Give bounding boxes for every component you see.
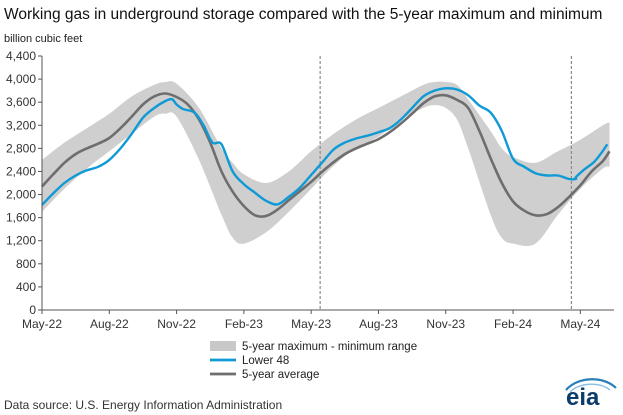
x-tick-label-Nov-23: Nov-23 [426,317,465,331]
x-tick-label-Feb-24: Feb-24 [494,317,532,331]
y-tick-label-4400: 4,400 [6,49,36,63]
y-tick-label-1600: 1,600 [6,211,36,225]
legend: 5-year maximum - minimum range Lower 48 5-… [210,341,417,381]
x-tick-label-Nov-22: Nov-22 [157,317,196,331]
y-tick-label-800: 800 [16,257,36,271]
series-line-lower-48 [41,87,609,206]
eia-logo-arc-icon [565,378,617,391]
y-axis-unit-label: billion cubic feet [4,33,83,45]
legend-label-0: 5-year maximum - minimum range [242,341,417,353]
y-tick-label-2800: 2,800 [6,141,36,155]
eia-logo-arc-inner-icon [569,383,611,393]
y-tick-label-400: 400 [16,280,36,294]
legend-label-2: 5-year average [242,369,319,381]
y-tick-label-1200: 1,200 [6,234,36,248]
y-tick-label-4000: 4,000 [6,72,36,86]
forecast-divider-layer [319,56,572,310]
y-tick-label-2000: 2,000 [6,188,36,202]
series-line-5-year-average [41,92,611,218]
data-source-note: Data source: U.S. Energy Information Adm… [4,398,283,412]
x-tick-label-Feb-23: Feb-23 [225,317,263,331]
chart-title: Working gas in underground storage compa… [4,6,603,23]
x-tick-label-Aug-23: Aug-23 [359,317,398,331]
series-layer [41,87,611,218]
x-tick-label-May-24: May-24 [560,317,600,331]
y-tick-label-2400: 2,400 [6,164,36,178]
eia-logo [565,378,617,393]
eia-logo-text: eia [566,384,600,411]
y-tick-label-3200: 3,200 [6,118,36,132]
x-tick-label-May-22: May-22 [22,317,62,331]
range-band-layer [42,81,610,246]
legend-swatch-band [210,341,236,351]
x-tick-label-May-23: May-23 [291,317,331,331]
y-tick-label-3600: 3,600 [6,95,36,109]
legend-label-1: Lower 48 [242,355,289,367]
range-band-area [42,81,610,246]
y-tick-label-0: 0 [29,303,36,317]
x-tick-label-Aug-22: Aug-22 [90,317,129,331]
axes: 0 400 800 1,200 1,600 2,000 2,400 2,800 3,200 3,6… [6,49,614,331]
